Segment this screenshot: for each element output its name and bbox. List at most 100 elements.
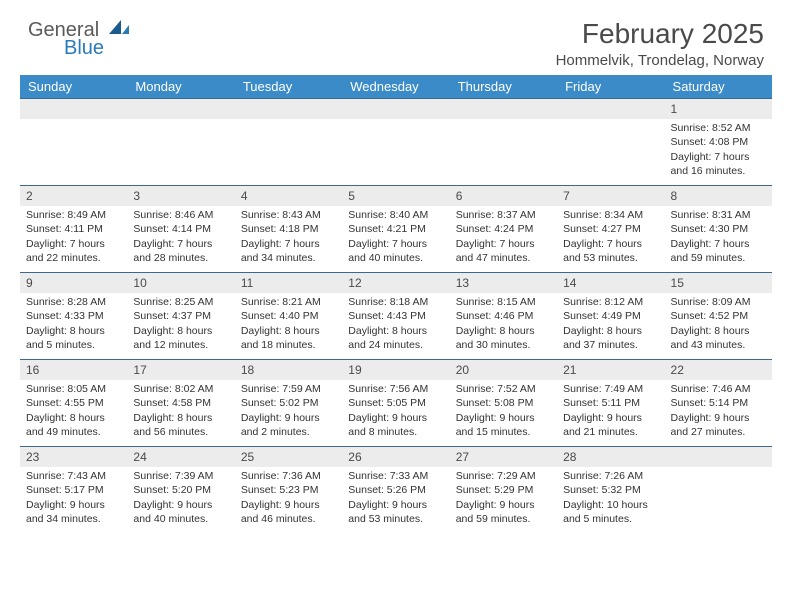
sunrise-text: Sunrise: 8:28 AM [26, 295, 121, 309]
day-number: 17 [127, 360, 234, 380]
empty-day [127, 99, 234, 119]
day-cell [20, 99, 127, 185]
weekday-header: Sunday [20, 75, 127, 98]
day-cell [342, 99, 449, 185]
sunrise-text: Sunrise: 8:31 AM [671, 208, 766, 222]
day-number: 28 [557, 447, 664, 467]
day-cell: 28Sunrise: 7:26 AMSunset: 5:32 PMDayligh… [557, 447, 664, 533]
week-row: 9Sunrise: 8:28 AMSunset: 4:33 PMDaylight… [20, 272, 772, 359]
daylight-text: and 59 minutes. [456, 512, 551, 526]
daylight-text: and 5 minutes. [26, 338, 121, 352]
daylight-text: and 34 minutes. [241, 251, 336, 265]
day-cell: 17Sunrise: 8:02 AMSunset: 4:58 PMDayligh… [127, 360, 234, 446]
daylight-text: and 40 minutes. [348, 251, 443, 265]
daylight-text: and 46 minutes. [241, 512, 336, 526]
daylight-text: Daylight: 8 hours [456, 324, 551, 338]
day-number: 26 [342, 447, 449, 467]
daylight-text: Daylight: 9 hours [348, 498, 443, 512]
sunrise-text: Sunrise: 8:49 AM [26, 208, 121, 222]
daylight-text: Daylight: 8 hours [241, 324, 336, 338]
week-row: 1Sunrise: 8:52 AMSunset: 4:08 PMDaylight… [20, 98, 772, 185]
sunset-text: Sunset: 4:43 PM [348, 309, 443, 323]
daylight-text: and 28 minutes. [133, 251, 228, 265]
week-row: 16Sunrise: 8:05 AMSunset: 4:55 PMDayligh… [20, 359, 772, 446]
day-body: Sunrise: 7:49 AMSunset: 5:11 PMDaylight:… [557, 380, 664, 443]
day-number: 24 [127, 447, 234, 467]
daylight-text: Daylight: 7 hours [563, 237, 658, 251]
day-cell: 10Sunrise: 8:25 AMSunset: 4:37 PMDayligh… [127, 273, 234, 359]
day-body: Sunrise: 8:34 AMSunset: 4:27 PMDaylight:… [557, 206, 664, 269]
sunset-text: Sunset: 4:14 PM [133, 222, 228, 236]
day-cell [665, 447, 772, 533]
sunrise-text: Sunrise: 8:18 AM [348, 295, 443, 309]
day-cell: 19Sunrise: 7:56 AMSunset: 5:05 PMDayligh… [342, 360, 449, 446]
day-body: Sunrise: 7:33 AMSunset: 5:26 PMDaylight:… [342, 467, 449, 530]
sunset-text: Sunset: 5:05 PM [348, 396, 443, 410]
daylight-text: Daylight: 7 hours [456, 237, 551, 251]
sunset-text: Sunset: 5:17 PM [26, 483, 121, 497]
daylight-text: Daylight: 9 hours [241, 498, 336, 512]
weekday-header-row: SundayMondayTuesdayWednesdayThursdayFrid… [20, 75, 772, 98]
day-cell: 8Sunrise: 8:31 AMSunset: 4:30 PMDaylight… [665, 186, 772, 272]
day-cell: 15Sunrise: 8:09 AMSunset: 4:52 PMDayligh… [665, 273, 772, 359]
day-body: Sunrise: 8:40 AMSunset: 4:21 PMDaylight:… [342, 206, 449, 269]
daylight-text: and 56 minutes. [133, 425, 228, 439]
empty-day [450, 99, 557, 119]
daylight-text: Daylight: 7 hours [241, 237, 336, 251]
daylight-text: Daylight: 7 hours [26, 237, 121, 251]
month-title: February 2025 [556, 18, 764, 50]
daylight-text: Daylight: 9 hours [348, 411, 443, 425]
day-body: Sunrise: 8:43 AMSunset: 4:18 PMDaylight:… [235, 206, 342, 269]
daylight-text: and 21 minutes. [563, 425, 658, 439]
empty-day [342, 99, 449, 119]
day-body: Sunrise: 7:52 AMSunset: 5:08 PMDaylight:… [450, 380, 557, 443]
sunrise-text: Sunrise: 7:26 AM [563, 469, 658, 483]
day-number: 11 [235, 273, 342, 293]
sunrise-text: Sunrise: 7:52 AM [456, 382, 551, 396]
day-number: 8 [665, 186, 772, 206]
sunset-text: Sunset: 5:23 PM [241, 483, 336, 497]
day-cell: 24Sunrise: 7:39 AMSunset: 5:20 PMDayligh… [127, 447, 234, 533]
sunrise-text: Sunrise: 7:29 AM [456, 469, 551, 483]
sunset-text: Sunset: 5:26 PM [348, 483, 443, 497]
daylight-text: Daylight: 8 hours [348, 324, 443, 338]
daylight-text: and 49 minutes. [26, 425, 121, 439]
sunrise-text: Sunrise: 8:40 AM [348, 208, 443, 222]
daylight-text: and 2 minutes. [241, 425, 336, 439]
sunset-text: Sunset: 4:37 PM [133, 309, 228, 323]
sunset-text: Sunset: 4:21 PM [348, 222, 443, 236]
day-body: Sunrise: 7:39 AMSunset: 5:20 PMDaylight:… [127, 467, 234, 530]
day-cell: 13Sunrise: 8:15 AMSunset: 4:46 PMDayligh… [450, 273, 557, 359]
day-number: 16 [20, 360, 127, 380]
header: General Blue February 2025 Hommelvik, Tr… [0, 0, 792, 75]
empty-day [20, 99, 127, 119]
daylight-text: and 12 minutes. [133, 338, 228, 352]
daylight-text: Daylight: 9 hours [241, 411, 336, 425]
day-cell: 4Sunrise: 8:43 AMSunset: 4:18 PMDaylight… [235, 186, 342, 272]
daylight-text: Daylight: 9 hours [456, 498, 551, 512]
day-body: Sunrise: 8:25 AMSunset: 4:37 PMDaylight:… [127, 293, 234, 356]
daylight-text: and 27 minutes. [671, 425, 766, 439]
day-body: Sunrise: 7:46 AMSunset: 5:14 PMDaylight:… [665, 380, 772, 443]
day-number: 20 [450, 360, 557, 380]
sunrise-text: Sunrise: 8:09 AM [671, 295, 766, 309]
daylight-text: and 43 minutes. [671, 338, 766, 352]
sunset-text: Sunset: 5:02 PM [241, 396, 336, 410]
weekday-header: Friday [557, 75, 664, 98]
day-cell: 16Sunrise: 8:05 AMSunset: 4:55 PMDayligh… [20, 360, 127, 446]
sunrise-text: Sunrise: 7:36 AM [241, 469, 336, 483]
sunset-text: Sunset: 5:29 PM [456, 483, 551, 497]
day-body: Sunrise: 8:18 AMSunset: 4:43 PMDaylight:… [342, 293, 449, 356]
sunset-text: Sunset: 4:24 PM [456, 222, 551, 236]
day-cell: 2Sunrise: 8:49 AMSunset: 4:11 PMDaylight… [20, 186, 127, 272]
day-number: 13 [450, 273, 557, 293]
day-number: 21 [557, 360, 664, 380]
daylight-text: and 8 minutes. [348, 425, 443, 439]
daylight-text: Daylight: 7 hours [348, 237, 443, 251]
day-number: 9 [20, 273, 127, 293]
daylight-text: and 22 minutes. [26, 251, 121, 265]
day-cell: 3Sunrise: 8:46 AMSunset: 4:14 PMDaylight… [127, 186, 234, 272]
sunset-text: Sunset: 4:52 PM [671, 309, 766, 323]
day-body: Sunrise: 7:43 AMSunset: 5:17 PMDaylight:… [20, 467, 127, 530]
sunset-text: Sunset: 4:49 PM [563, 309, 658, 323]
